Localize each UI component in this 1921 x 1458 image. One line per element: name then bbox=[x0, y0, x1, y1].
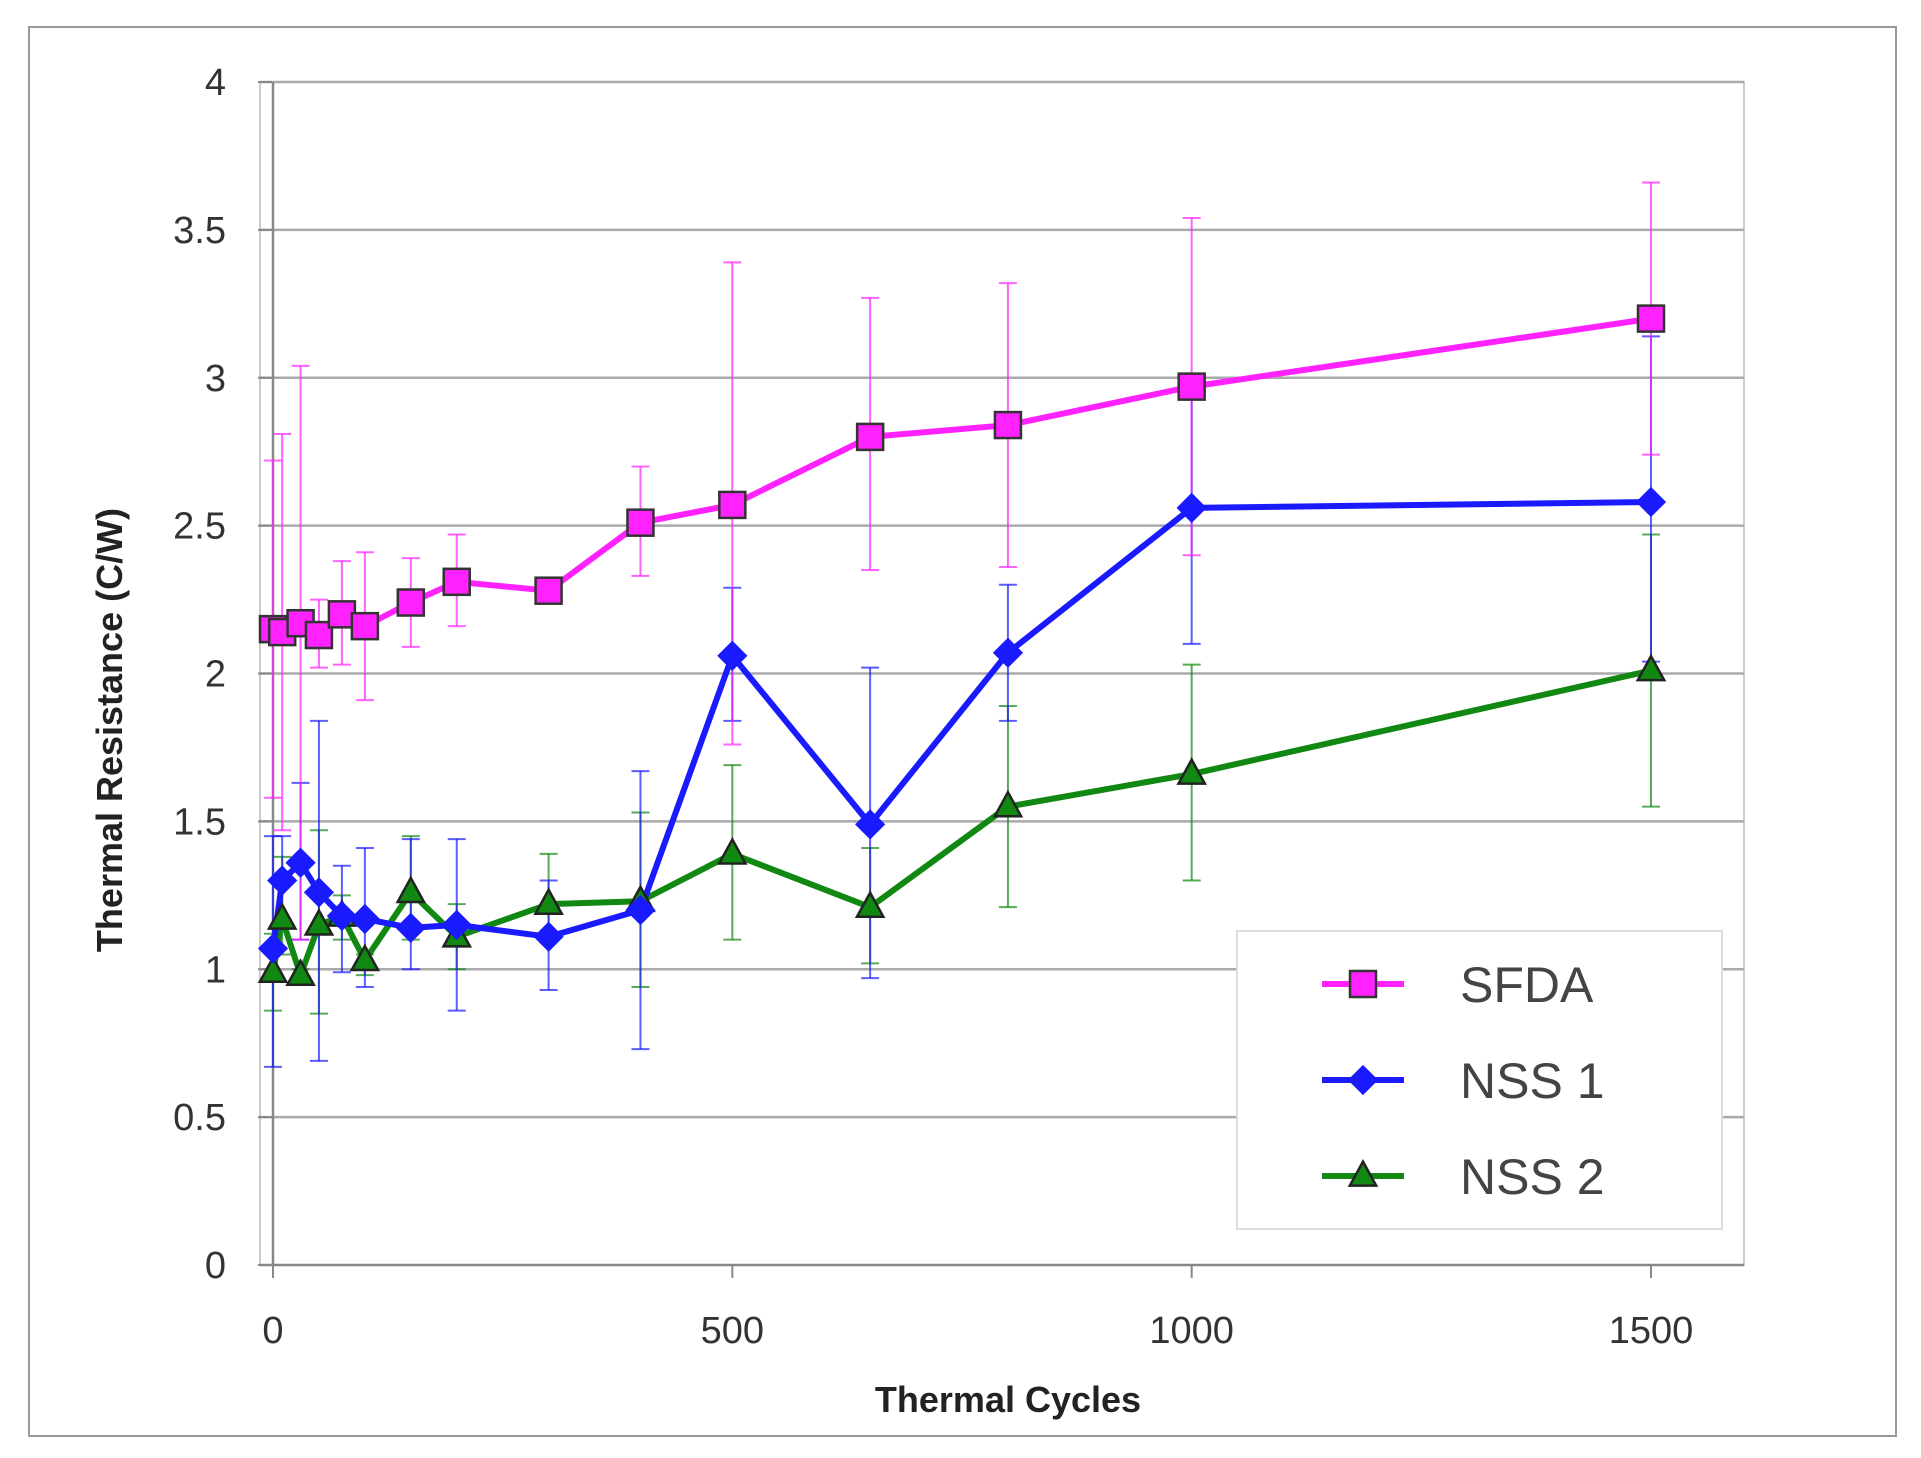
diamond-marker bbox=[267, 865, 298, 896]
x-tick-label: 500 bbox=[701, 1310, 764, 1352]
diamond-marker bbox=[349, 903, 380, 935]
square-marker bbox=[396, 588, 426, 617]
triangle-marker bbox=[285, 958, 316, 987]
y-tick-label: 3 bbox=[205, 358, 226, 400]
x-tick-label: 0 bbox=[262, 1310, 283, 1352]
diamond-marker bbox=[1635, 486, 1667, 518]
y-tick-label: 1.5 bbox=[173, 801, 226, 843]
square-marker bbox=[350, 611, 380, 641]
y-tick-label: 2.5 bbox=[173, 506, 226, 548]
legend-label: NSS 1 bbox=[1460, 1053, 1605, 1109]
x-tick-label: 1500 bbox=[1609, 1310, 1694, 1352]
legend: SFDA NSS 1 NSS 2 bbox=[1236, 930, 1723, 1230]
diamond-marker bbox=[1347, 1064, 1379, 1096]
legend-label: NSS 2 bbox=[1460, 1149, 1605, 1205]
diamond-marker bbox=[326, 900, 358, 932]
x-tick-label: 1000 bbox=[1149, 1310, 1234, 1352]
triangle-marker bbox=[395, 875, 427, 904]
triangle-marker bbox=[717, 836, 748, 865]
triangle-marker bbox=[349, 943, 381, 972]
square-marker bbox=[304, 620, 334, 650]
square-marker bbox=[442, 567, 471, 597]
diamond-marker bbox=[285, 847, 316, 878]
diamond-marker bbox=[992, 637, 1024, 668]
y-tick-label: 0 bbox=[205, 1245, 226, 1287]
square-marker bbox=[626, 508, 655, 537]
y-axis-title: Thermal Resistance (C/W) bbox=[89, 508, 130, 952]
square-marker bbox=[1348, 969, 1378, 999]
diamond-marker bbox=[855, 809, 886, 840]
diamond-marker bbox=[441, 909, 472, 940]
triangle-marker bbox=[1635, 653, 1667, 682]
y-tick-label: 0.5 bbox=[173, 1097, 226, 1139]
y-tick-label: 3.5 bbox=[173, 210, 226, 252]
diamond-marker bbox=[1176, 492, 1207, 523]
legend-label: SFDA bbox=[1460, 957, 1594, 1013]
y-tick-label: 4 bbox=[205, 62, 226, 104]
triangle-marker bbox=[1176, 757, 1207, 785]
triangle-marker bbox=[533, 887, 564, 916]
triangle-marker bbox=[266, 901, 298, 930]
diamond-marker bbox=[303, 877, 335, 908]
square-marker bbox=[1636, 304, 1666, 333]
diamond-marker bbox=[395, 912, 426, 943]
y-tick-label: 1 bbox=[205, 949, 226, 991]
triangle-marker bbox=[257, 955, 289, 984]
square-marker bbox=[534, 576, 563, 605]
square-marker bbox=[1177, 372, 1206, 401]
legend-box bbox=[1236, 930, 1723, 1230]
diamond-marker bbox=[625, 894, 656, 926]
square-marker bbox=[718, 490, 747, 520]
y-tick-label: 2 bbox=[205, 654, 226, 696]
diamond-marker bbox=[257, 933, 289, 964]
triangle-marker bbox=[854, 890, 886, 918]
square-marker bbox=[993, 410, 1023, 440]
diamond-marker bbox=[717, 640, 748, 671]
triangle-marker bbox=[992, 789, 1024, 818]
triangle-marker bbox=[303, 907, 335, 936]
x-axis-title: Thermal Cycles bbox=[875, 1379, 1141, 1420]
square-marker bbox=[855, 422, 885, 452]
triangle-marker bbox=[1347, 1159, 1379, 1187]
diamond-marker bbox=[533, 921, 564, 952]
